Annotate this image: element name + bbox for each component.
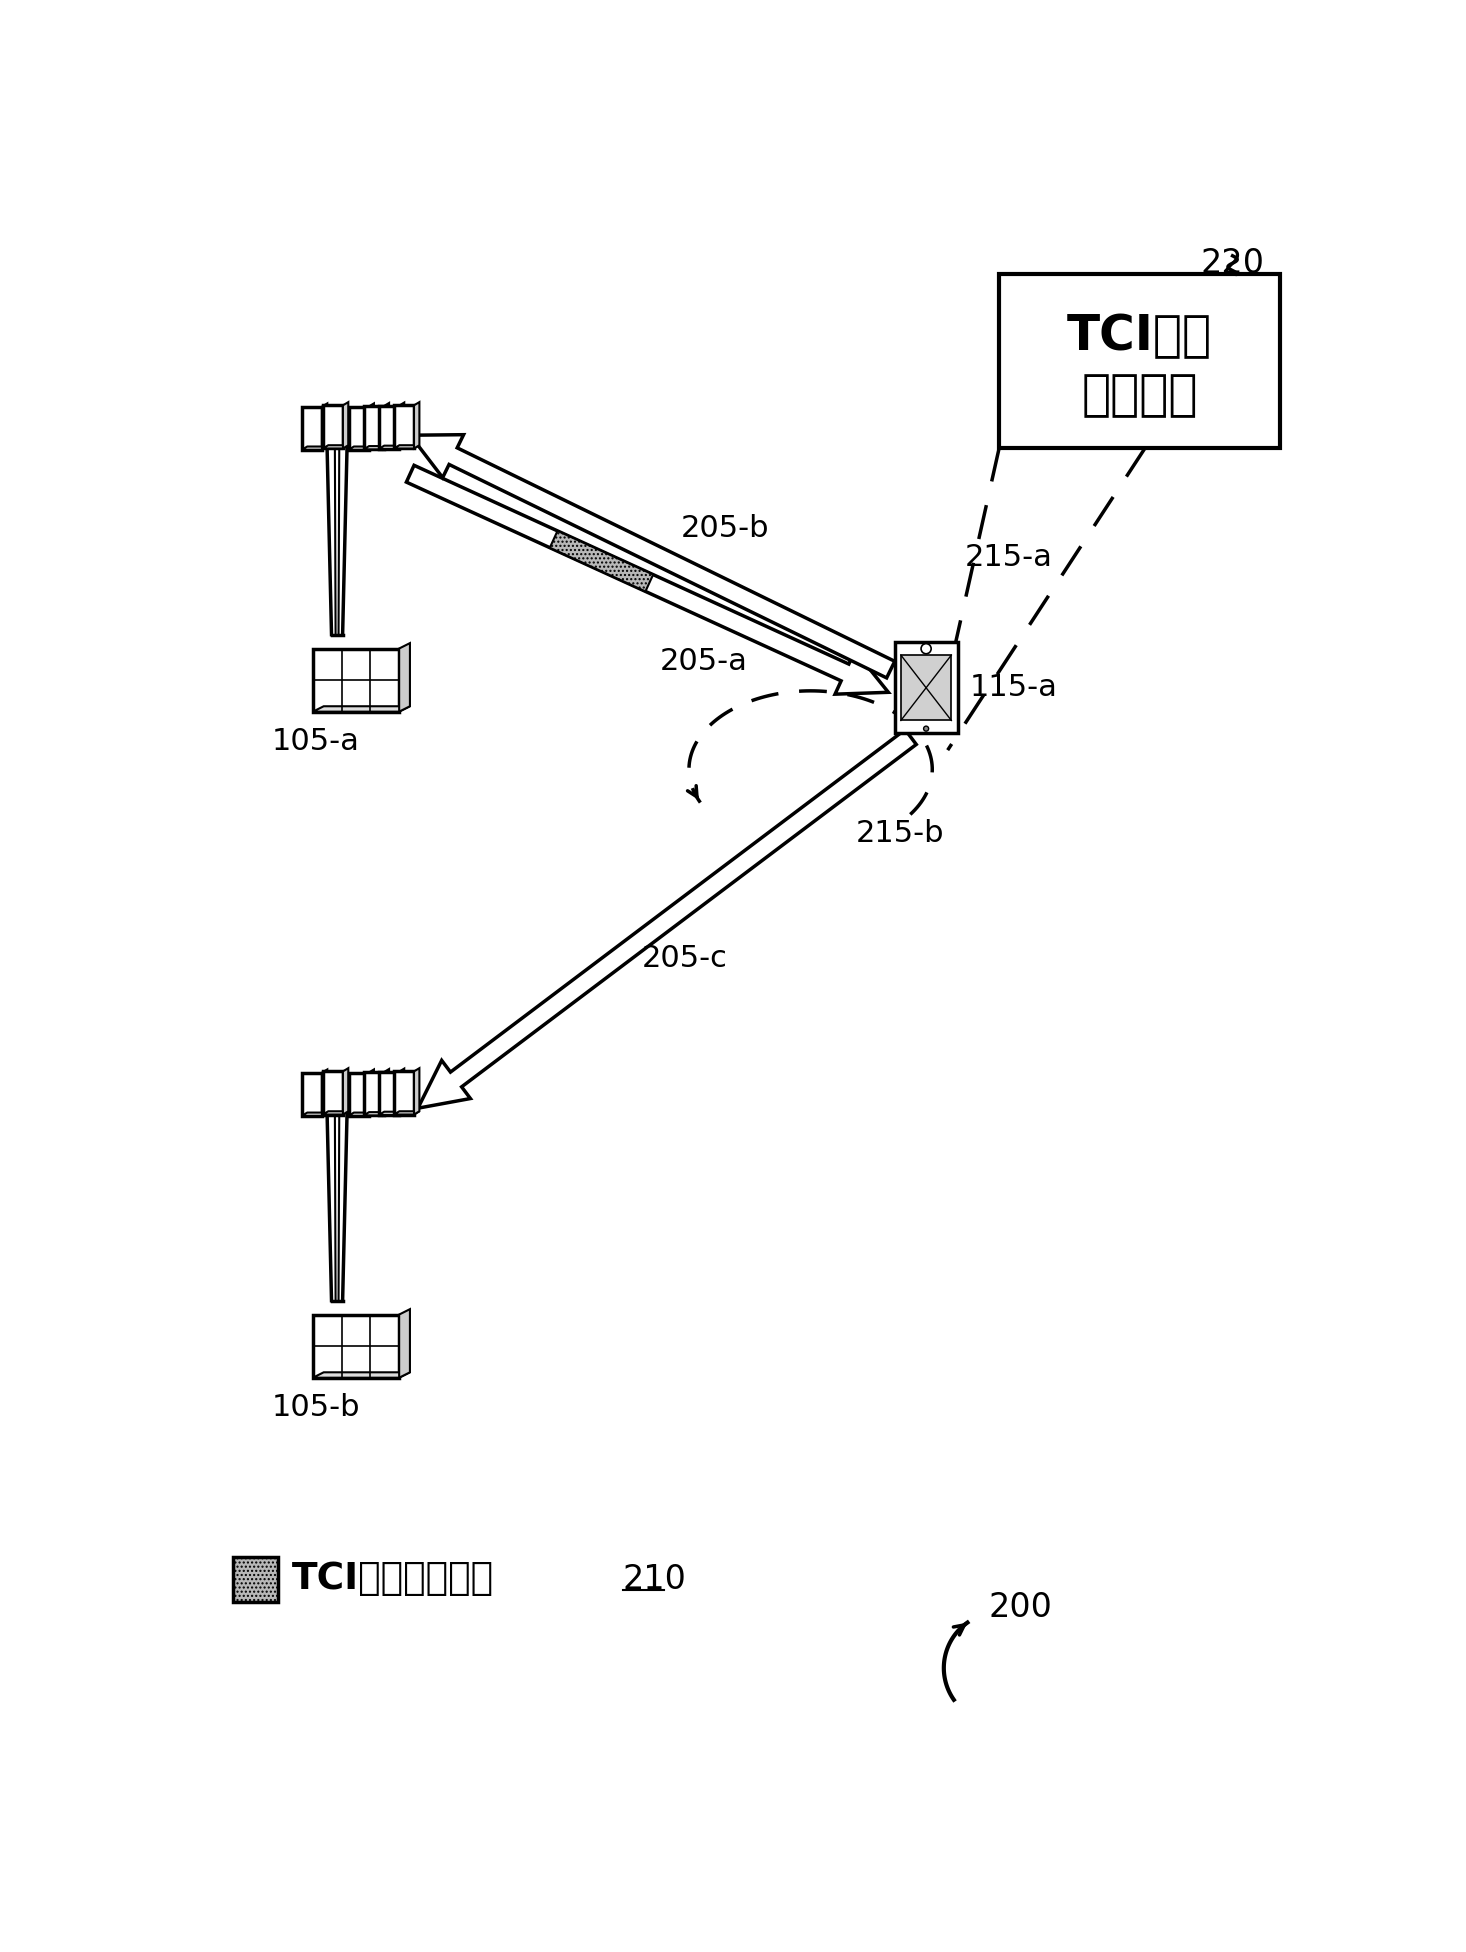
Polygon shape [394,406,413,449]
Polygon shape [349,406,368,449]
Polygon shape [394,1072,413,1115]
Polygon shape [410,435,894,677]
Polygon shape [323,1070,327,1117]
Polygon shape [233,1558,277,1603]
Polygon shape [399,1310,410,1378]
Polygon shape [368,1070,374,1117]
Polygon shape [399,1068,405,1115]
Text: 210: 210 [623,1564,686,1597]
Text: 105-a: 105-a [271,726,359,755]
Text: TCI状态更新指示: TCI状态更新指示 [292,1562,494,1597]
Polygon shape [394,1111,419,1115]
Polygon shape [364,1113,388,1115]
Polygon shape [399,402,405,449]
Polygon shape [343,402,349,449]
Polygon shape [312,1372,410,1378]
Polygon shape [312,1314,399,1378]
Text: 205-b: 205-b [680,513,770,543]
Text: TCI状态: TCI状态 [1067,312,1212,361]
Polygon shape [378,445,405,449]
Polygon shape [364,406,384,449]
Polygon shape [406,465,888,695]
Polygon shape [302,406,323,449]
Text: 220: 220 [1201,246,1265,279]
Polygon shape [378,406,399,449]
Polygon shape [302,1113,327,1117]
Polygon shape [349,1074,368,1117]
Polygon shape [378,1072,399,1115]
Circle shape [924,726,928,732]
Text: 215-b: 215-b [855,818,944,847]
Polygon shape [378,1113,405,1115]
Text: 205-a: 205-a [660,646,748,675]
Circle shape [921,644,931,654]
Polygon shape [413,402,419,449]
Polygon shape [312,707,410,712]
Polygon shape [894,642,957,734]
Polygon shape [364,447,388,449]
Polygon shape [343,1068,349,1115]
Text: 200: 200 [990,1591,1053,1624]
Polygon shape [349,447,374,449]
Polygon shape [394,445,419,449]
Text: 205-c: 205-c [642,943,727,972]
Polygon shape [1000,275,1280,447]
Polygon shape [323,406,343,449]
Polygon shape [368,404,374,449]
Polygon shape [550,531,654,591]
Polygon shape [323,445,349,449]
Text: 215-a: 215-a [965,543,1053,572]
Polygon shape [323,1111,349,1115]
Polygon shape [364,1072,384,1115]
Polygon shape [323,404,327,449]
Text: 105-b: 105-b [271,1394,359,1423]
Text: 更新过程: 更新过程 [1082,371,1198,420]
Polygon shape [418,730,916,1109]
Polygon shape [312,648,399,712]
Polygon shape [302,447,327,449]
Polygon shape [323,1072,343,1115]
Polygon shape [413,1068,419,1115]
Polygon shape [902,656,951,720]
Text: 115-a: 115-a [970,673,1058,703]
Polygon shape [302,1074,323,1117]
Polygon shape [399,642,410,712]
Polygon shape [384,402,388,449]
Polygon shape [384,1070,388,1115]
Polygon shape [349,1113,374,1117]
